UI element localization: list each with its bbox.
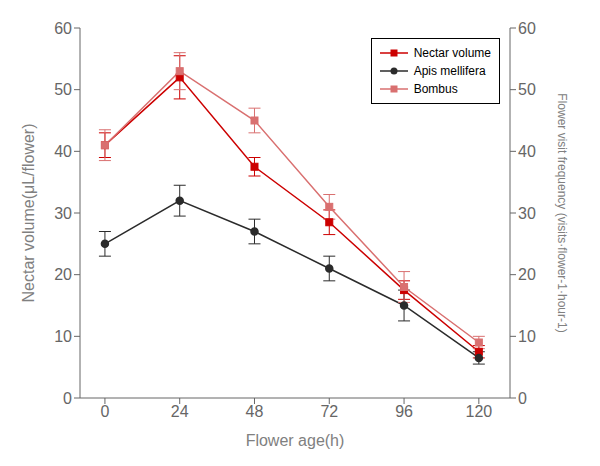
svg-text:0: 0 (63, 390, 72, 407)
svg-text:48: 48 (246, 403, 264, 420)
svg-text:60: 60 (518, 20, 536, 37)
svg-text:120: 120 (465, 403, 492, 420)
svg-text:10: 10 (54, 328, 72, 345)
svg-text:50: 50 (54, 81, 72, 98)
svg-text:0: 0 (518, 390, 527, 407)
html-text:Apis mellifera: Apis mellifera (413, 64, 486, 78)
svg-text:30: 30 (54, 205, 72, 222)
html-text:Bombus: Bombus (413, 82, 458, 96)
svg-text:20: 20 (518, 266, 536, 283)
svg-text:24: 24 (171, 403, 189, 420)
svg-text:Nectar volume(μL/flower): Nectar volume(μL/flower) (20, 123, 37, 302)
svg-text:72: 72 (320, 403, 338, 420)
svg-text:60: 60 (54, 20, 72, 37)
svg-text:30: 30 (518, 205, 536, 222)
svg-text:96: 96 (395, 403, 413, 420)
svg-text:10: 10 (518, 328, 536, 345)
svg-text:20: 20 (54, 266, 72, 283)
svg-text:40: 40 (518, 143, 536, 160)
svg-text:50: 50 (518, 81, 536, 98)
svg-text:0: 0 (100, 403, 109, 420)
html-text:Nectar volume: Nectar volume (413, 46, 491, 60)
svg-text:40: 40 (54, 143, 72, 160)
svg-text:Flower age(h): Flower age(h) (246, 432, 345, 449)
svg-text:Flower visit frequency (visits: Flower visit frequency (visits·flower-1·… (555, 93, 569, 332)
